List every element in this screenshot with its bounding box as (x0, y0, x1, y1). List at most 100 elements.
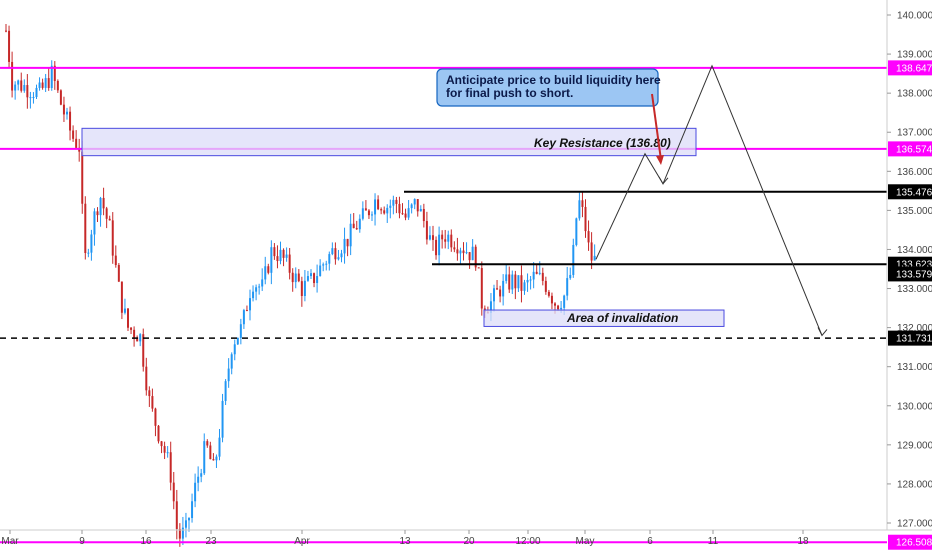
candle-body (47, 78, 50, 89)
candle-body (554, 303, 556, 306)
candle-body (377, 199, 380, 210)
candle-body (306, 276, 309, 281)
candle-body (215, 456, 218, 461)
candle-body (96, 211, 99, 216)
candle-body (255, 287, 258, 292)
candle-body (462, 250, 465, 254)
candle-body (41, 82, 44, 88)
candle-body (276, 256, 279, 262)
candle-body (224, 381, 227, 401)
candle-body (566, 278, 569, 296)
candle-body (395, 199, 398, 204)
candle-body (32, 96, 35, 98)
candle-body (407, 208, 410, 218)
candle-body (502, 280, 505, 297)
price-tag-box (888, 184, 932, 200)
candle-body (322, 264, 325, 266)
candle-body (35, 87, 38, 97)
time-tick-label: 23 (205, 536, 217, 547)
candle-body (456, 249, 459, 254)
candle-body (310, 273, 312, 277)
candle-body (444, 239, 447, 242)
candle-body (316, 276, 319, 284)
candle-body (300, 281, 303, 297)
candle-body (425, 221, 428, 240)
candle-body (435, 239, 438, 256)
candle-body (590, 242, 593, 261)
candle-body (343, 238, 346, 254)
candle-body (133, 329, 136, 338)
key-resistance-zone (81, 127, 697, 157)
candle-body (291, 272, 294, 283)
candle-body (148, 390, 151, 397)
candle-body (130, 327, 133, 330)
candle-body (465, 252, 468, 254)
price-tag-label: 138.647 (896, 63, 932, 74)
time-tick-label: May (576, 536, 595, 547)
candle-body (331, 248, 334, 255)
candle-body (62, 104, 65, 115)
price-tag-box (888, 60, 932, 76)
candle-body (90, 234, 93, 253)
price-tag-label: 131.731 (896, 334, 932, 345)
candle-body (526, 279, 529, 283)
candle-body (535, 271, 538, 274)
candle-body (514, 274, 517, 289)
candle-body (93, 211, 96, 235)
candle-body (239, 324, 242, 338)
candle-body (233, 344, 236, 355)
candle-body (191, 501, 194, 519)
candle-body (581, 200, 584, 207)
candle-body (270, 247, 273, 273)
price-axis[interactable]: 140.000 139.000 138.000 137.000 136.000 135.0… (886, 0, 932, 530)
price-tag-label: 133.579 (896, 269, 932, 280)
candle-body (139, 334, 142, 342)
candle-body (386, 207, 389, 214)
price-tags: 138.647 136.574 126.508 131.731 135.476 133.6… (888, 60, 932, 550)
candle-body (505, 274, 508, 281)
candle-body (288, 254, 291, 273)
candle-body (352, 223, 355, 229)
price-tag-label: 126.508 (896, 538, 932, 549)
candle-body (383, 210, 386, 214)
candle-body (578, 200, 581, 219)
candle-body (264, 266, 267, 280)
candle-body (184, 520, 187, 528)
price-tag-label: 136.574 (896, 144, 932, 155)
candle-body (249, 298, 251, 311)
candle-body (273, 247, 276, 257)
time-tick-label: 20 (463, 536, 475, 547)
candle-body (328, 254, 331, 264)
candle-body (413, 199, 416, 205)
candle-body (493, 288, 495, 302)
candle-body (349, 223, 352, 247)
candle-body (127, 308, 129, 328)
candle-body (29, 97, 32, 99)
candle-body (227, 368, 230, 382)
price-tick-label: 130.000 (897, 401, 932, 412)
price-tag-box (888, 266, 932, 282)
candle-body (297, 273, 300, 282)
price-tick-label: 138.000 (897, 89, 932, 100)
candle-body (26, 85, 29, 98)
candle-body (212, 459, 215, 461)
candle-body (346, 238, 349, 247)
candle-body (17, 80, 20, 85)
pullback-arrowhead (658, 176, 669, 185)
candle-body (523, 282, 526, 291)
candle-body (367, 210, 370, 216)
projection-path (595, 64, 828, 337)
candle-body (428, 235, 431, 240)
candle-body (99, 197, 102, 216)
candle-body (547, 291, 550, 296)
candle-body (230, 354, 233, 369)
price-tick-label: 139.000 (897, 50, 932, 61)
candle-body (117, 265, 120, 282)
candle-body (157, 425, 160, 442)
candle-body (508, 274, 511, 290)
time-axis[interactable]: Mar 9 16 23 Apr 13 20 12:00 May 6 11 18 (0, 529, 932, 547)
candle-body (102, 197, 105, 209)
candle-body (56, 80, 59, 91)
time-tick-label: 9 (79, 536, 85, 547)
